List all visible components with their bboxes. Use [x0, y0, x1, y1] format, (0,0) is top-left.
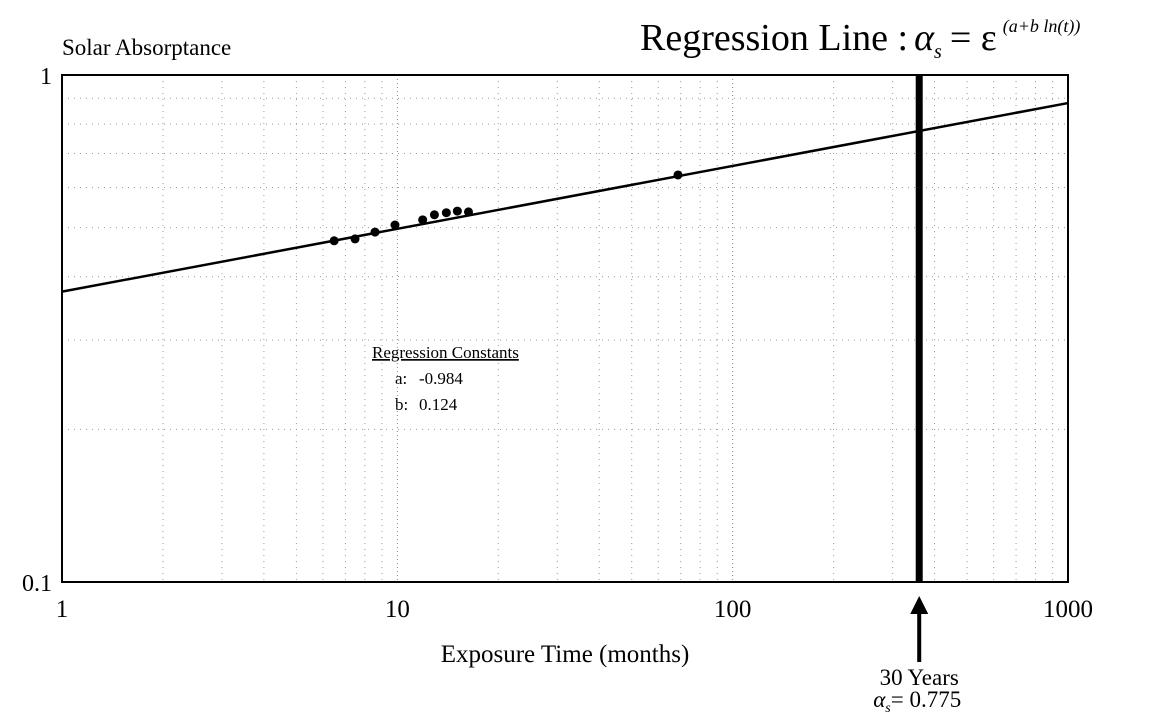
y-tick-label: 0.1	[22, 571, 52, 597]
data-point	[418, 215, 428, 225]
title-exponent: (a+b ln(t))	[1003, 16, 1081, 37]
regression-line	[61, 101, 1069, 293]
marker-value-text: = 0.775	[891, 687, 961, 712]
y-axis-label: Solar Absorptance	[62, 35, 231, 60]
x-tick-label: 1	[56, 596, 69, 623]
data-point	[441, 208, 451, 218]
marker-symbol-sub: s	[885, 701, 891, 712]
data-point	[463, 207, 473, 217]
x-tick-label: 1000	[1043, 596, 1093, 623]
title-lhs-sub: s	[934, 41, 942, 63]
regression-b-label: b:	[395, 395, 408, 414]
marker-label: 30 Years	[880, 665, 959, 690]
regression-heading: Regression Constants	[372, 343, 519, 362]
y-tick-label: 1	[40, 64, 52, 90]
marker-symbol: α	[873, 687, 886, 712]
data-point	[329, 236, 339, 246]
plot-frame	[61, 74, 1069, 583]
regression-b: 0.124	[419, 395, 458, 414]
x-tick-label: 10	[385, 596, 410, 623]
chart-title: Regression Line : αs = ε (a+b ln(t))	[640, 16, 1080, 63]
marker-value: αs= 0.775	[873, 687, 961, 712]
regression-a: -0.984	[419, 369, 463, 388]
data-point	[673, 170, 683, 180]
title-text: Regression Line :	[640, 17, 908, 59]
data-point	[350, 234, 360, 244]
x-tick-label: 100	[714, 596, 752, 623]
x-axis-label: Exposure Time (months)	[441, 641, 690, 668]
marker-arrow-head	[910, 596, 929, 614]
data-point	[390, 220, 400, 230]
data-point	[370, 227, 380, 237]
regression-a-label: a:	[395, 369, 407, 388]
title-eq: = ε	[950, 17, 997, 59]
data-point	[429, 210, 439, 220]
title-lhs: α	[914, 17, 935, 59]
data-point	[452, 206, 462, 216]
